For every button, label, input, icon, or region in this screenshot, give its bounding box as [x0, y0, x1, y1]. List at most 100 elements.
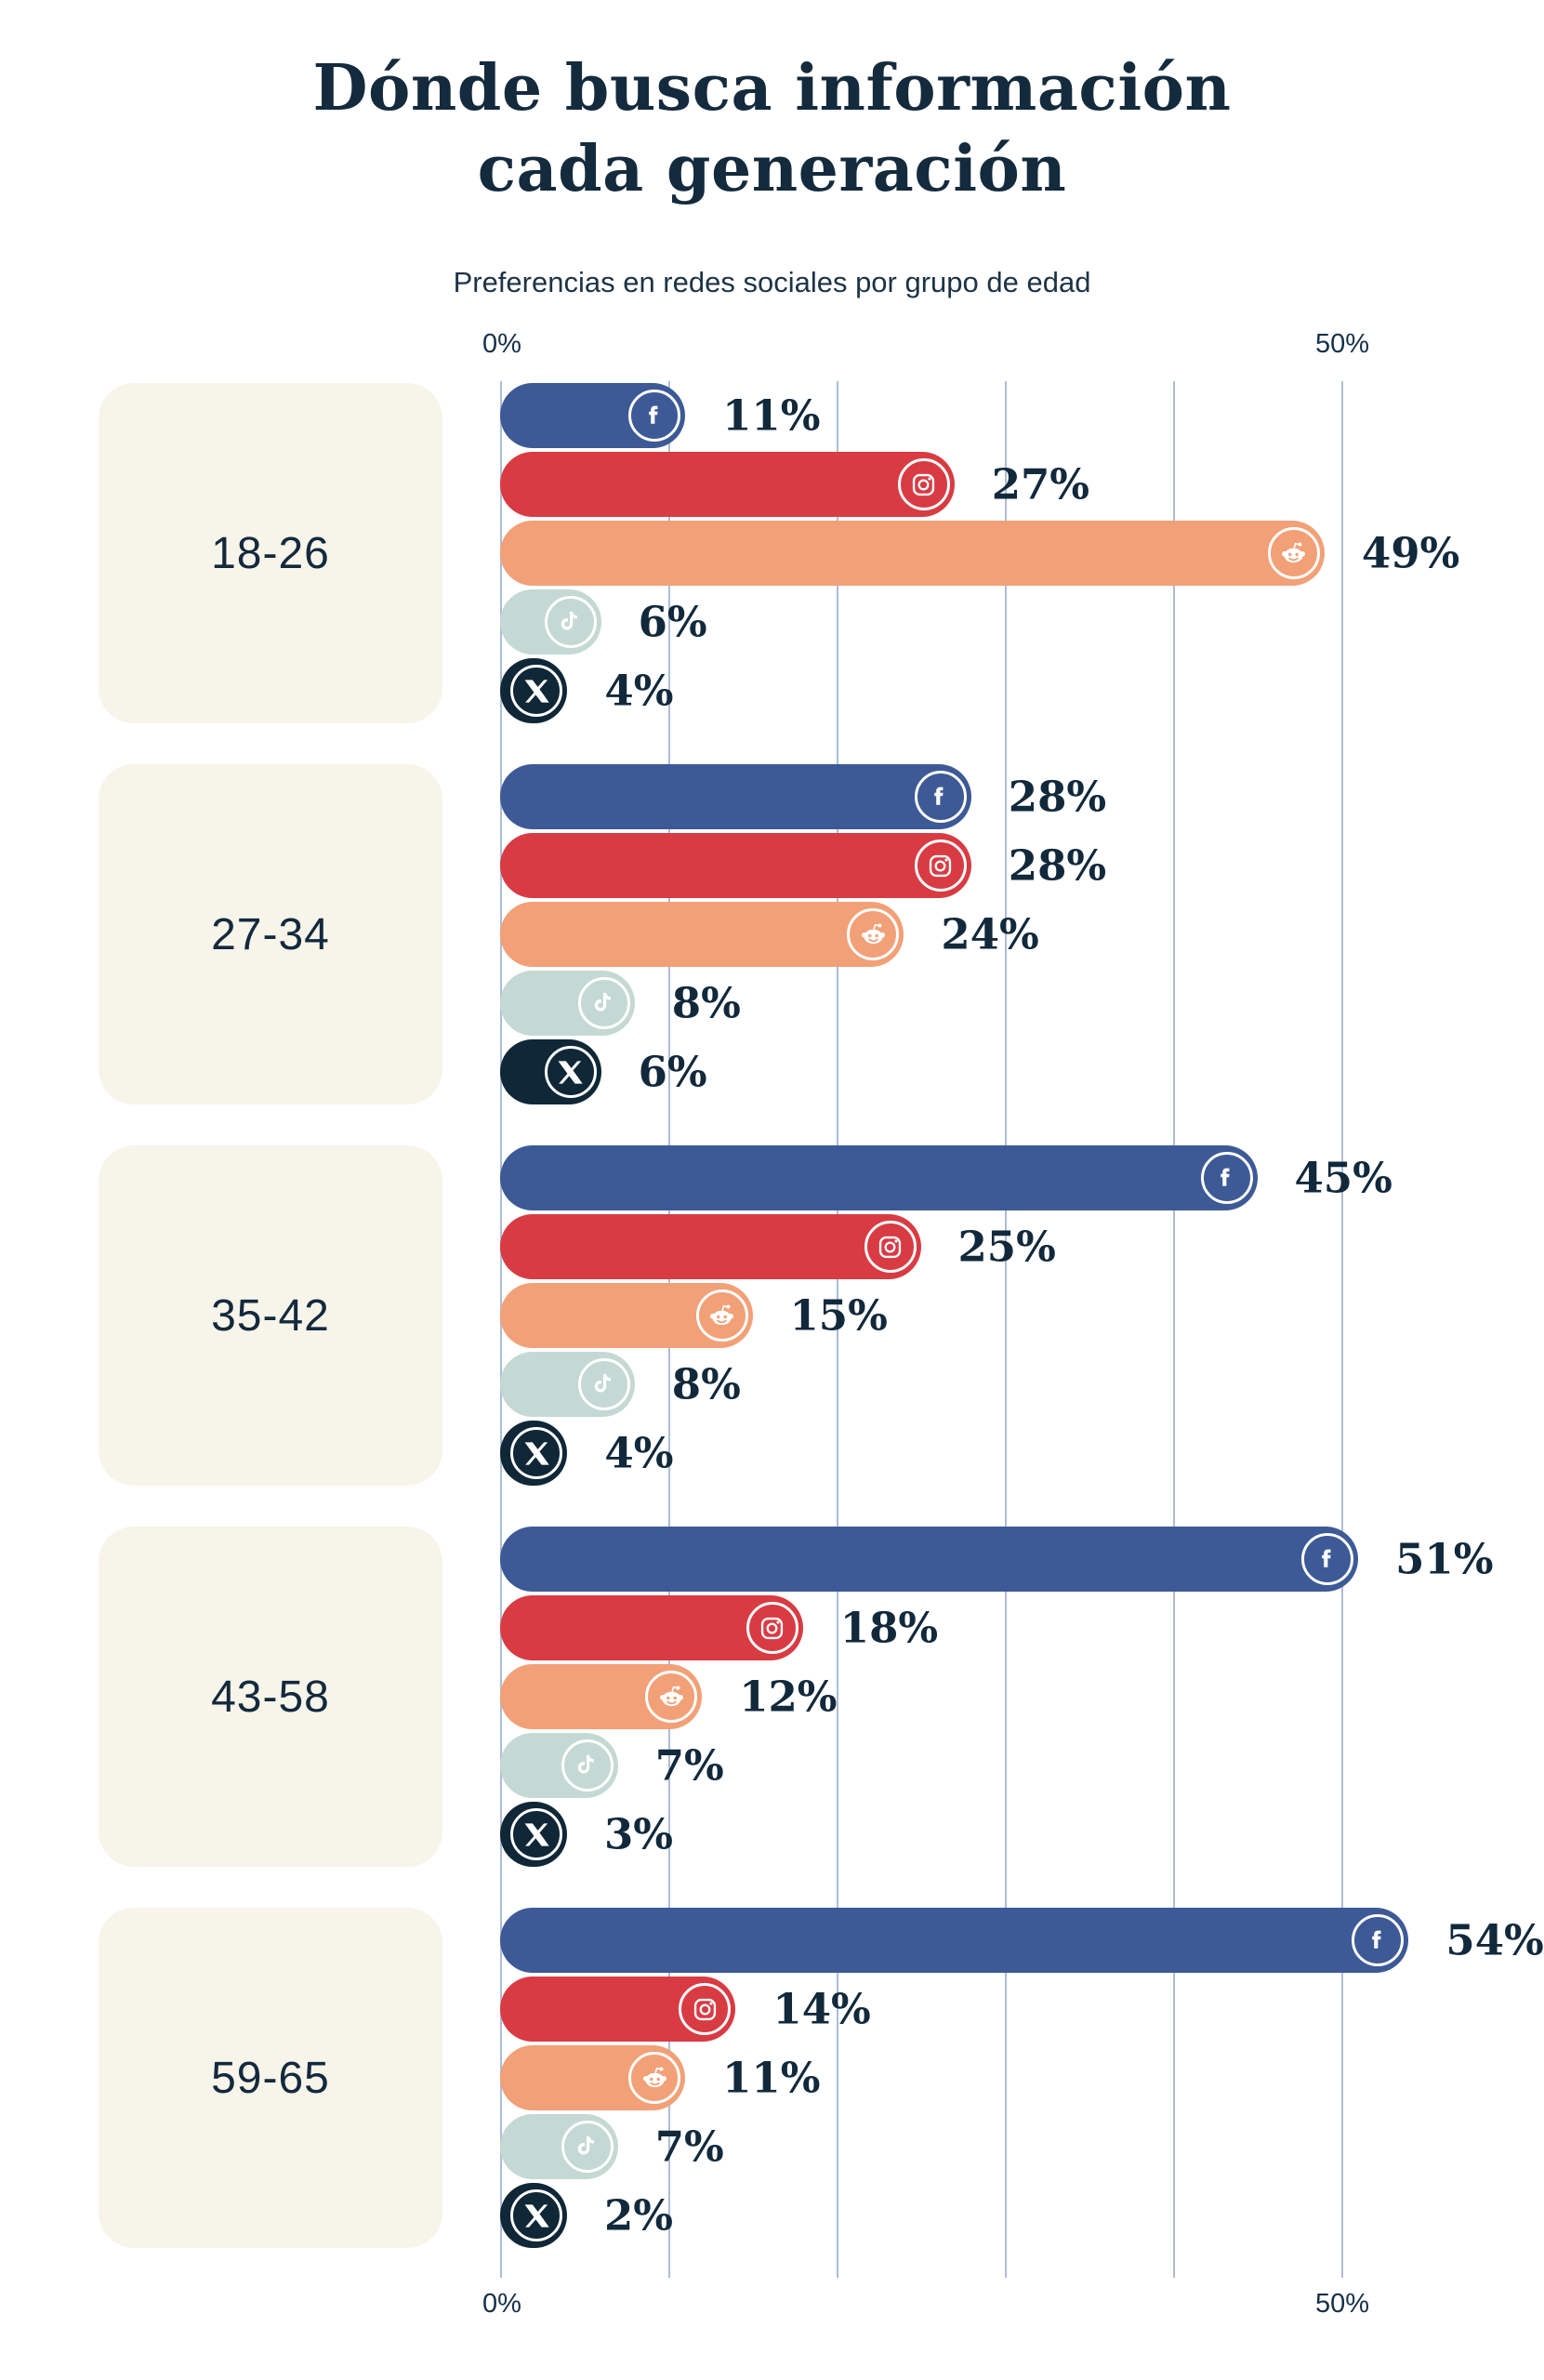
bar-instagram: [500, 833, 971, 898]
bar-facebook: [500, 383, 686, 448]
bar-row-instagram: 27%: [500, 452, 1544, 517]
bar-row-tiktok: 8%: [500, 1352, 1544, 1417]
bar-row-x: 4%: [500, 658, 1544, 723]
bar-value-label: 3%: [604, 1809, 674, 1859]
gridline-40: [1173, 381, 1175, 2278]
instagram-icon: [914, 840, 967, 892]
reddit-icon: [847, 908, 900, 960]
bar-value-label: 27%: [991, 459, 1090, 509]
bar-instagram: [500, 452, 955, 517]
bars-stack: 45% 25% 15% 8% 4%: [500, 1145, 1544, 1486]
facebook-icon: [914, 771, 967, 823]
axis-tick-0-top: 0%: [482, 329, 521, 359]
bar-value-label: 24%: [941, 909, 1039, 959]
bar-reddit: [500, 1283, 753, 1348]
bar-value-label: 49%: [1361, 528, 1460, 578]
page-title-line2: cada generación: [477, 132, 1067, 207]
bar-value-label: 7%: [654, 1740, 724, 1791]
gridline-30: [1005, 381, 1007, 2278]
age-group-label-box: 18-26: [99, 383, 442, 723]
bar-row-instagram: 14%: [500, 1977, 1544, 2042]
age-group-label: 35-42: [211, 1290, 330, 1341]
instagram-icon: [864, 1221, 917, 1273]
bar-row-instagram: 25%: [500, 1214, 1544, 1279]
bar-tiktok: [500, 2114, 618, 2179]
age-group-27-34: 27-34 28% 28% 24% 8% 6%: [99, 764, 1544, 1104]
page-title: Dónde busca información cada generación: [0, 48, 1544, 210]
bar-facebook: [500, 1527, 1359, 1592]
age-group-18-26: 18-26 11% 27% 49% 6% 4%: [99, 383, 1544, 723]
facebook-icon: [1352, 1914, 1405, 1966]
facebook-icon: [1200, 1152, 1253, 1204]
tiktok-icon: [561, 1739, 614, 1792]
bar-row-facebook: 45%: [500, 1145, 1544, 1210]
bars-stack: 28% 28% 24% 8% 6%: [500, 764, 1544, 1104]
age-group-35-42: 35-42 45% 25% 15% 8% 4%: [99, 1145, 1544, 1486]
bar-value-label: 8%: [671, 978, 741, 1028]
bar-value-label: 18%: [839, 1603, 939, 1653]
bar-tiktok: [500, 1733, 618, 1798]
bar-value-label: 8%: [671, 1359, 741, 1409]
bar-value-label: 51%: [1395, 1534, 1494, 1584]
bar-reddit: [500, 521, 1325, 586]
tiktok-icon: [577, 977, 630, 1029]
bar-value-label: 54%: [1445, 1915, 1544, 1965]
bar-value-label: 28%: [1008, 772, 1107, 822]
bar-value-label: 15%: [789, 1290, 888, 1341]
bar-row-tiktok: 7%: [500, 2114, 1544, 2179]
bar-row-facebook: 11%: [500, 383, 1544, 448]
bar-instagram: [500, 1977, 736, 2042]
bar-value-label: 6%: [638, 1047, 707, 1097]
bar-row-tiktok: 6%: [500, 589, 1544, 654]
bar-x: [500, 658, 568, 723]
bar-facebook: [500, 764, 971, 829]
bar-value-label: 11%: [722, 390, 821, 441]
bar-instagram: [500, 1214, 921, 1279]
x-icon: [510, 2189, 562, 2241]
bar-row-x: 2%: [500, 2183, 1544, 2248]
bar-instagram: [500, 1595, 803, 1660]
bar-row-tiktok: 8%: [500, 971, 1544, 1036]
gridline-50: [1341, 381, 1343, 2278]
bar-value-label: 14%: [772, 1984, 871, 2034]
gridline-20: [837, 381, 838, 2278]
facebook-icon: [1301, 1533, 1354, 1585]
axis-tick-0-bottom: 0%: [482, 2289, 521, 2319]
bar-value-label: 2%: [604, 2190, 674, 2241]
bar-reddit: [500, 2045, 686, 2110]
bars-stack: 11% 27% 49% 6% 4%: [500, 383, 1544, 723]
reddit-icon: [695, 1289, 748, 1342]
bar-tiktok: [500, 1352, 635, 1417]
bar-x: [500, 2183, 567, 2248]
bar-value-label: 28%: [1008, 840, 1107, 891]
bar-value-label: 7%: [654, 2122, 724, 2172]
bars-stack: 54% 14% 11% 7% 2%: [500, 1908, 1544, 2248]
age-group-label-box: 35-42: [99, 1145, 442, 1486]
tiktok-icon: [544, 596, 597, 648]
axis-tick-50-bottom: 50%: [1314, 2289, 1370, 2319]
age-group-label: 43-58: [211, 1672, 330, 1722]
bar-x: [500, 1802, 567, 1867]
x-icon: [510, 665, 563, 717]
bar-x: [500, 1421, 568, 1486]
bar-row-facebook: 28%: [500, 764, 1544, 829]
bar-value-label: 12%: [739, 1672, 838, 1722]
bar-row-instagram: 18%: [500, 1595, 1544, 1660]
bar-value-label: 25%: [957, 1222, 1056, 1272]
bar-facebook: [500, 1145, 1258, 1210]
reddit-icon: [1267, 527, 1320, 579]
chart-subtitle: Preferencias en redes sociales por grupo…: [453, 266, 1091, 298]
bar-row-x: 6%: [500, 1039, 1544, 1104]
bar-row-facebook: 51%: [500, 1527, 1544, 1592]
bar-row-reddit: 15%: [500, 1283, 1544, 1348]
bar-tiktok: [500, 971, 635, 1036]
age-group-43-58: 43-58 51% 18% 12% 7% 3%: [99, 1527, 1544, 1867]
bar-row-instagram: 28%: [500, 833, 1544, 898]
bar-reddit: [500, 902, 904, 967]
bar-reddit: [500, 1664, 703, 1729]
age-groups: 18-26 11% 27% 49% 6% 4% 27-34 28% 28% 24% 8% 6% 35-4…: [0, 383, 1544, 2289]
x-axis-top: 0% 50%: [0, 329, 1544, 364]
bar-value-label: 4%: [604, 1428, 674, 1478]
tiktok-icon: [561, 2121, 614, 2173]
